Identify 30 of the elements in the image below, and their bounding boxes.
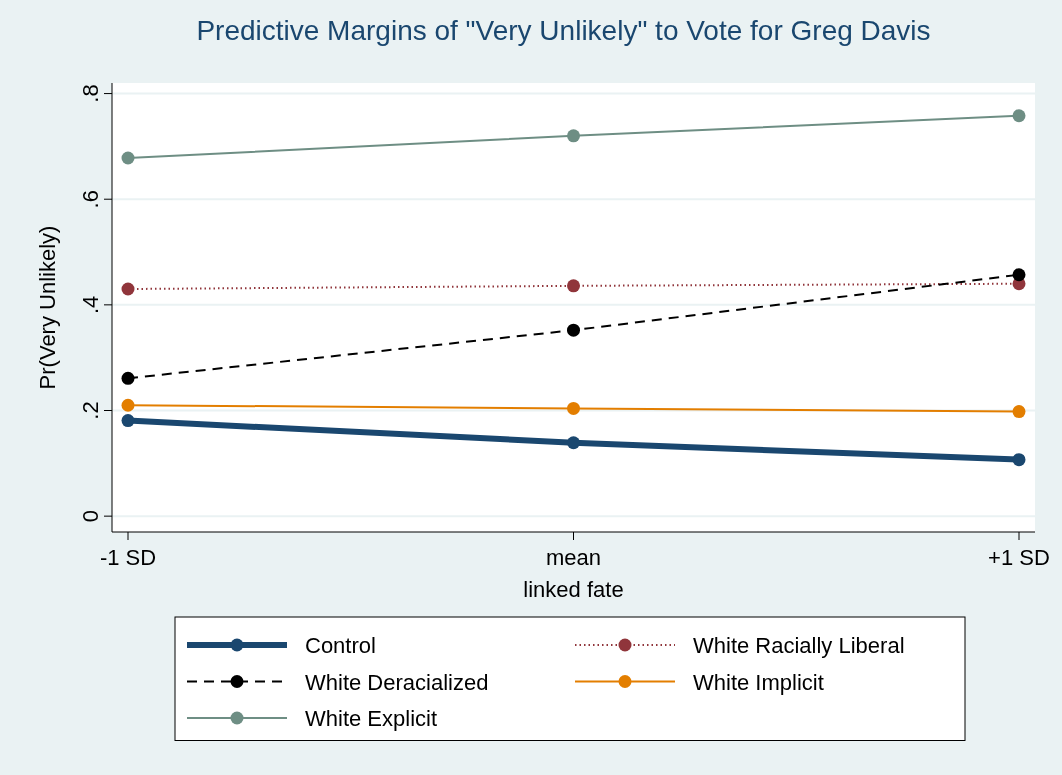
x-axis-title: linked fate xyxy=(523,577,624,602)
point xyxy=(1012,405,1026,419)
x-tick-label: -1 SD xyxy=(99,545,157,570)
point xyxy=(121,414,135,428)
point xyxy=(567,323,580,337)
point xyxy=(567,436,580,450)
y-tick-label: .2 xyxy=(78,401,103,420)
legend-label: White Explicit xyxy=(305,706,438,731)
point xyxy=(567,129,580,143)
point xyxy=(121,282,135,296)
x-tick-label: +1 SD xyxy=(988,545,1050,570)
point xyxy=(567,401,580,415)
chart-title: Predictive Margins of "Very Unlikely" to Vote for Greg Davis xyxy=(196,15,931,46)
y-tick-label: 0 xyxy=(78,510,103,523)
point xyxy=(121,371,135,385)
legend-label: White Deracialized xyxy=(305,669,489,695)
point xyxy=(567,279,580,293)
y-tick-label: .4 xyxy=(78,295,103,315)
y-axis-title: Pr(Very Unlikely) xyxy=(35,225,60,390)
legend-label: White Racially Liberal xyxy=(693,633,905,658)
legend-label: White Implicit xyxy=(693,669,824,695)
point xyxy=(1012,109,1026,123)
y-tick-label: .8 xyxy=(78,84,103,103)
point xyxy=(1012,268,1026,282)
legend-label: Control xyxy=(305,633,376,658)
y-tick-label: .6 xyxy=(78,190,103,209)
point xyxy=(121,151,135,165)
x-tick-label: mean xyxy=(545,545,602,570)
point xyxy=(121,398,135,412)
point xyxy=(1012,453,1026,467)
